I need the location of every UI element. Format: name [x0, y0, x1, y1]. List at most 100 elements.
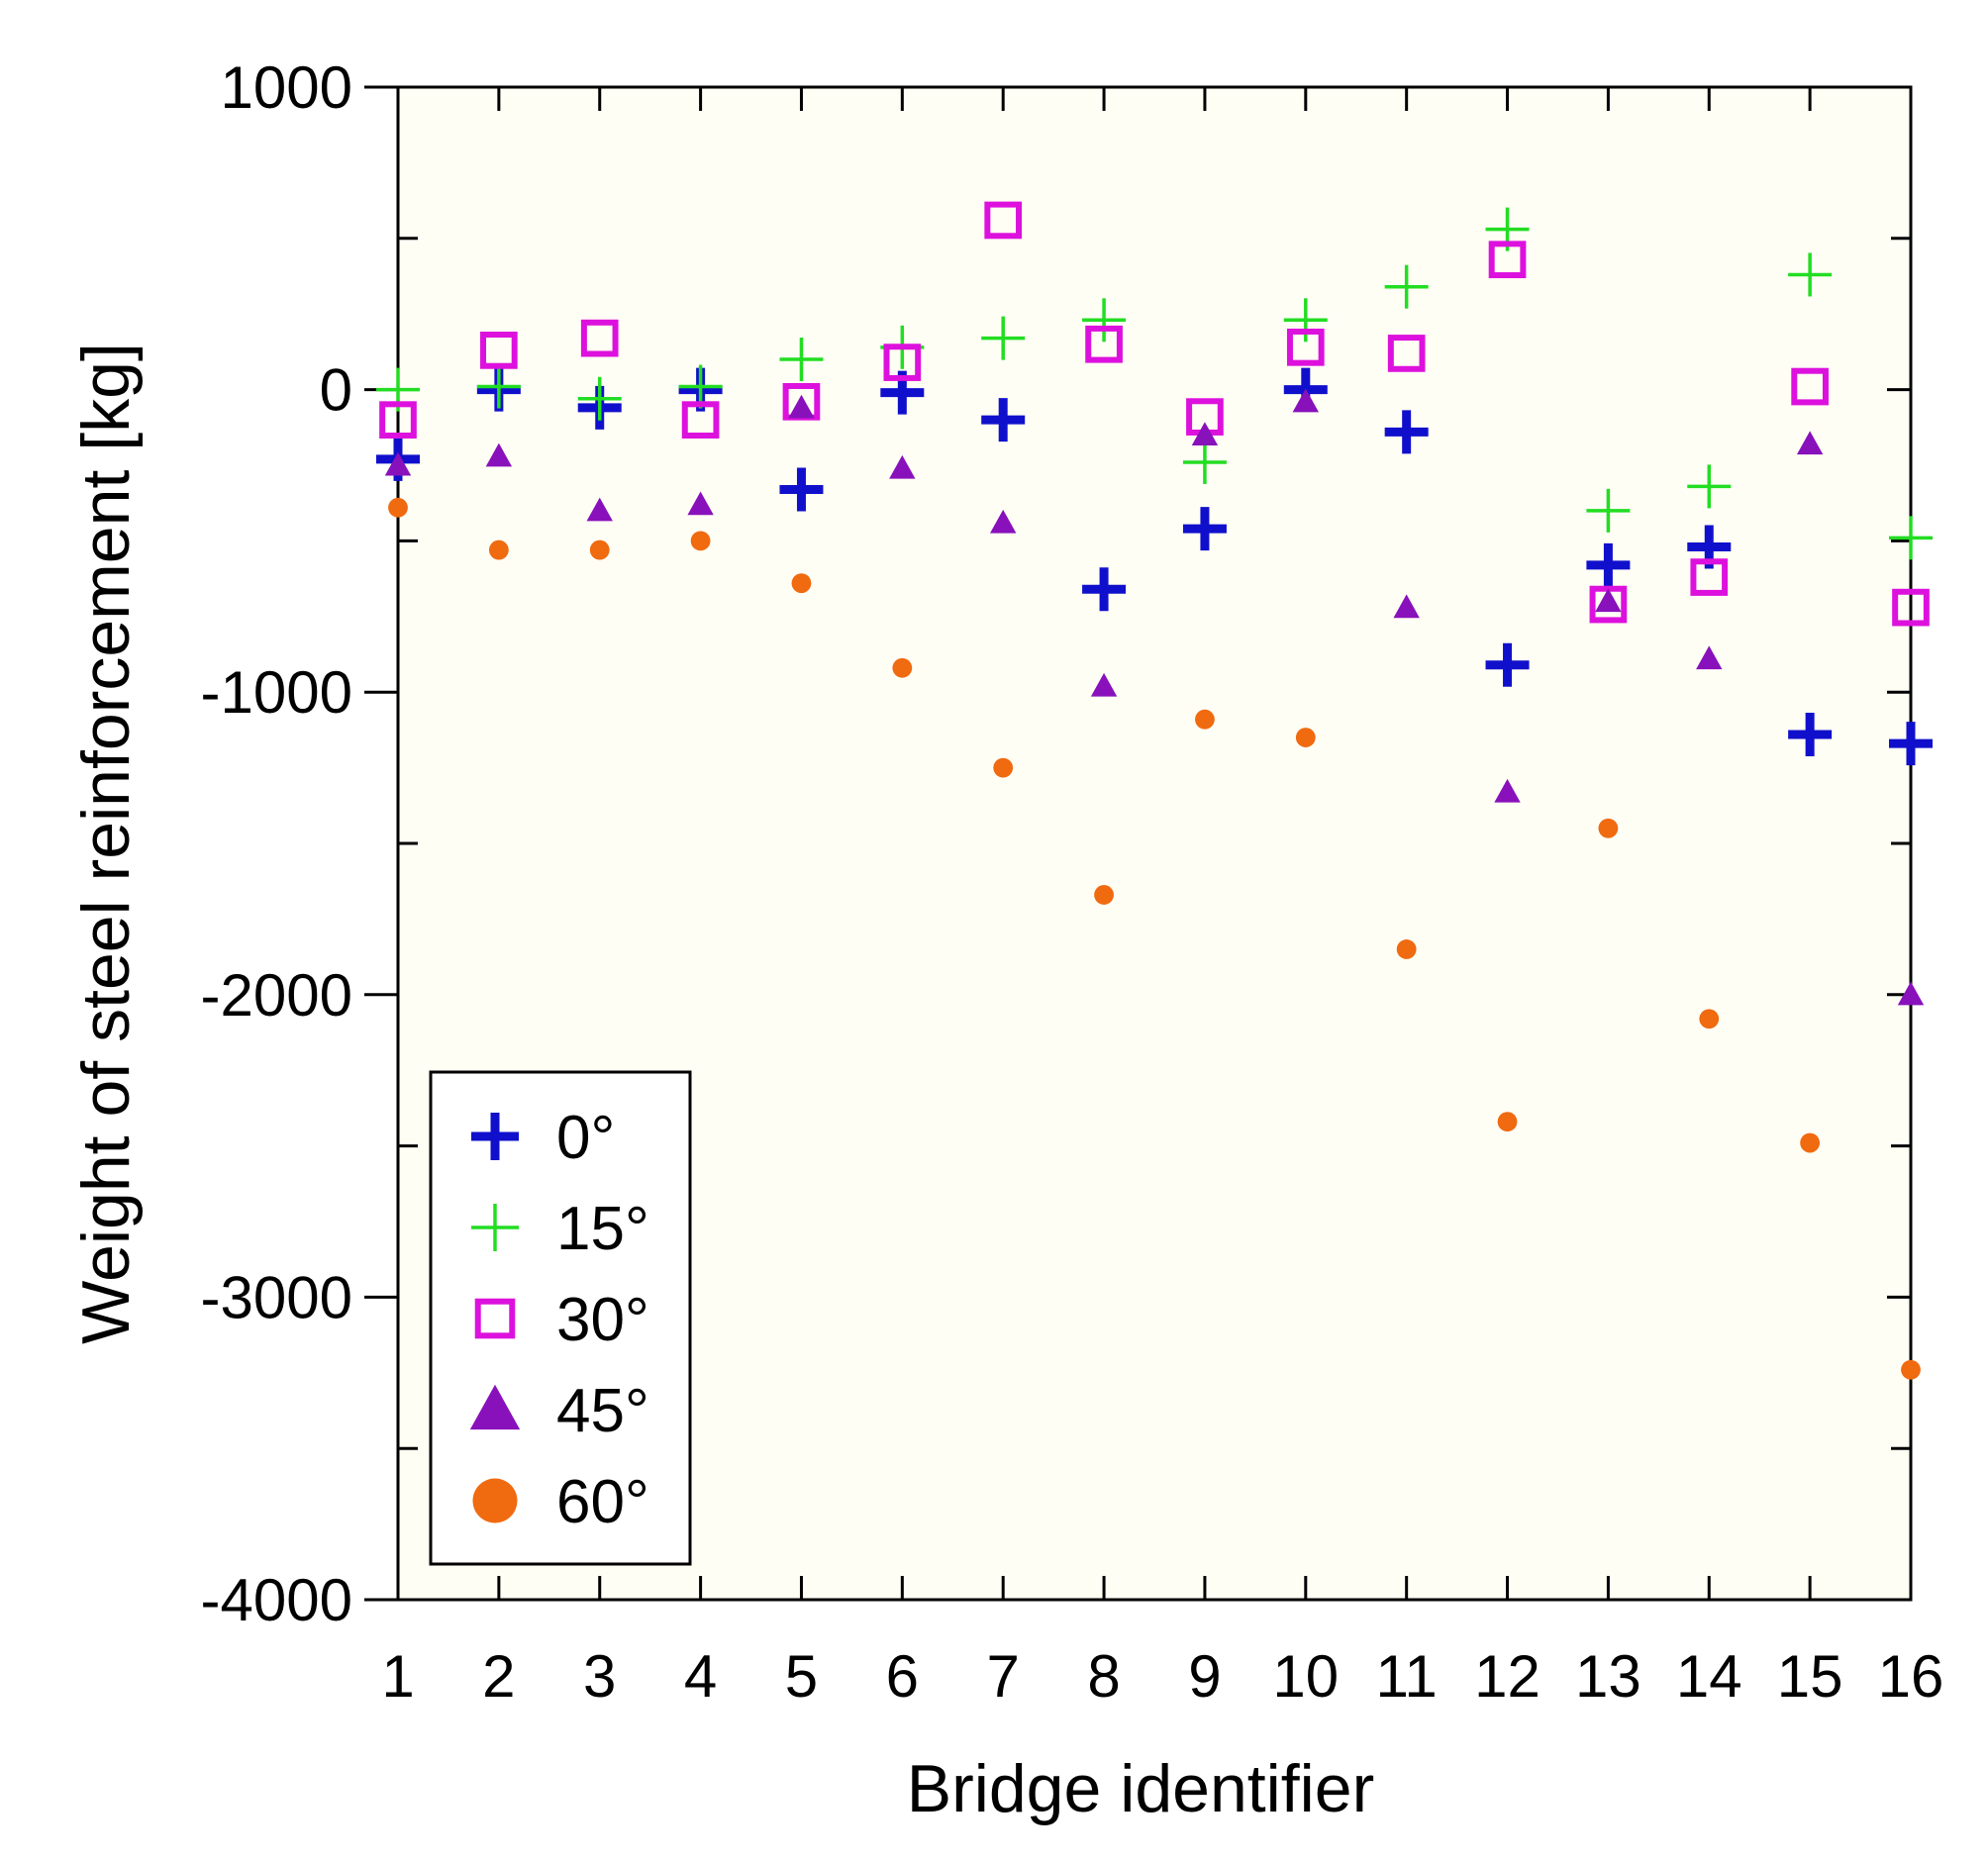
data-point	[1788, 712, 1833, 756]
data-point	[1292, 388, 1319, 413]
data-point	[1788, 252, 1833, 297]
data-point	[981, 398, 1026, 442]
legend-marker-45deg	[469, 1384, 521, 1430]
y-tick-label: -1000	[201, 659, 352, 726]
data-point	[589, 539, 610, 560]
data-point	[488, 539, 509, 560]
x-tick-label: 7	[987, 1643, 1020, 1710]
legend-marker-60deg	[472, 1478, 518, 1523]
data-point	[687, 491, 714, 516]
data-point	[586, 497, 613, 522]
data-point	[1094, 885, 1114, 905]
data-point	[1586, 488, 1631, 533]
data-point	[480, 332, 518, 369]
data-point	[892, 657, 913, 678]
data-point	[388, 497, 408, 518]
data-point	[779, 467, 824, 512]
series-30deg	[379, 201, 1930, 627]
data-point	[1182, 507, 1227, 551]
data-point	[1892, 588, 1930, 627]
y-tick-label: 0	[320, 357, 352, 424]
legend-label: 60°	[556, 1468, 649, 1536]
data-point	[690, 531, 711, 551]
data-marks	[376, 201, 1933, 1380]
data-point	[1687, 464, 1732, 509]
data-point	[1586, 542, 1631, 587]
data-point	[1800, 1132, 1821, 1153]
data-point	[1387, 335, 1426, 372]
data-point	[476, 364, 521, 409]
legend-label: 30°	[556, 1286, 649, 1354]
data-point	[993, 757, 1014, 778]
plot-frame	[396, 85, 1913, 1602]
x-tick-label: 13	[1575, 1643, 1641, 1710]
legend: 0° 15° 30° 45° 60°	[429, 1070, 692, 1566]
data-point	[1901, 1359, 1921, 1380]
y-tick-label: -2000	[201, 962, 352, 1029]
series-45deg	[384, 388, 1925, 1006]
x-tick-label: 10	[1272, 1643, 1339, 1710]
data-point	[577, 376, 622, 421]
data-point	[883, 343, 922, 381]
legend-label: 45°	[556, 1377, 649, 1445]
data-point	[1085, 325, 1123, 363]
x-tick-label: 9	[1188, 1643, 1221, 1710]
data-point	[889, 454, 916, 479]
data-point	[485, 442, 513, 467]
data-point	[1384, 410, 1429, 454]
data-point	[1384, 264, 1429, 309]
x-tick-label: 1	[381, 1643, 414, 1710]
x-tick-label: 6	[886, 1643, 919, 1710]
data-point	[1696, 645, 1723, 670]
data-point	[580, 319, 619, 357]
data-point	[1598, 818, 1619, 838]
data-point	[1283, 298, 1328, 343]
data-point	[1889, 722, 1933, 766]
data-point	[1796, 431, 1824, 455]
data-point	[1494, 778, 1521, 803]
data-point	[1396, 939, 1417, 959]
data-point	[990, 509, 1017, 534]
x-axis-title: Bridge identifier	[907, 1751, 1374, 1826]
data-point	[1295, 728, 1316, 747]
data-point	[1182, 440, 1227, 484]
data-point	[1791, 367, 1829, 406]
data-point	[1889, 516, 1933, 560]
x-tick-label: 3	[583, 1643, 616, 1710]
x-tick-label: 12	[1474, 1643, 1541, 1710]
data-point	[1195, 709, 1215, 730]
legend-label: 15°	[556, 1195, 649, 1263]
x-tick-label: 14	[1676, 1643, 1742, 1710]
x-tick-label: 5	[785, 1643, 818, 1710]
legend-items: 0° 15° 30° 45° 60°	[469, 1104, 649, 1536]
data-point	[384, 451, 412, 476]
data-point	[1082, 298, 1127, 343]
data-point	[1497, 1112, 1518, 1132]
data-point	[1191, 422, 1219, 445]
data-point	[1090, 672, 1118, 697]
x-tick-label: 15	[1777, 1643, 1843, 1710]
legend-box	[429, 1070, 692, 1566]
data-point	[1286, 328, 1325, 366]
data-point	[984, 201, 1023, 240]
data-point	[1595, 588, 1622, 613]
data-point	[779, 338, 824, 382]
legend-label: 0°	[556, 1104, 615, 1172]
data-point	[379, 401, 417, 440]
y-axis-title: Weight of steel reinforcement [kg]	[68, 343, 144, 1344]
data-point	[791, 573, 812, 594]
y-tick-label: -4000	[201, 1567, 352, 1633]
data-point	[1082, 567, 1127, 612]
data-point	[1897, 981, 1925, 1006]
data-point	[1485, 642, 1530, 687]
legend-marker-30deg	[474, 1298, 516, 1339]
x-tick-label: 11	[1376, 1643, 1438, 1710]
x-tick-label: 2	[482, 1643, 515, 1710]
x-tick-label: 16	[1878, 1643, 1944, 1710]
data-point	[1488, 241, 1527, 279]
axis-ticks	[364, 85, 1913, 1602]
data-point	[1690, 558, 1729, 596]
data-point	[678, 364, 723, 409]
x-tick-labels: 1 2 3 4 5 6 7 8 9 10 11 12 13 14 15 16	[381, 1643, 1943, 1710]
